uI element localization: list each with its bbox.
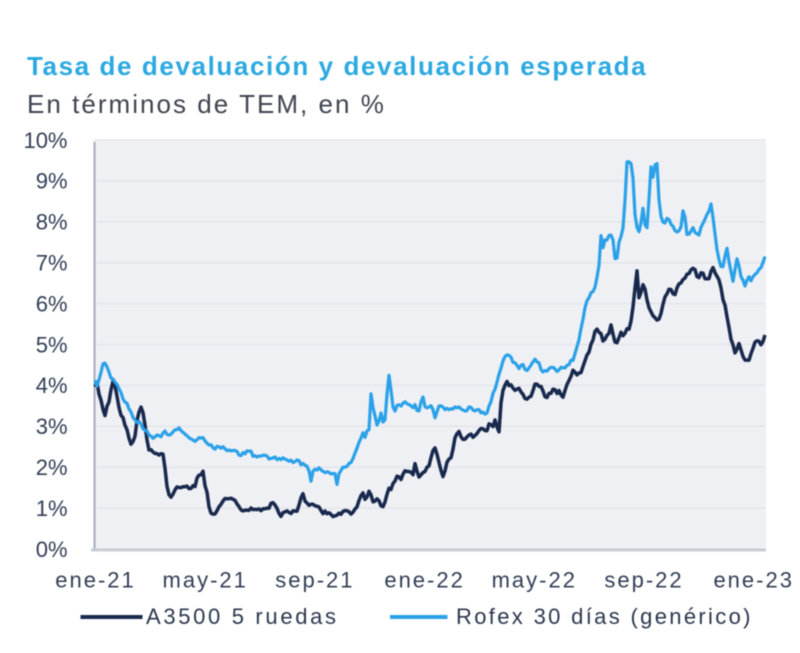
svg-text:ene-23: ene-23 (713, 568, 794, 593)
svg-text:6%: 6% (36, 291, 68, 316)
svg-text:9%: 9% (36, 169, 68, 194)
svg-text:0%: 0% (36, 537, 68, 562)
svg-text:5%: 5% (36, 332, 68, 357)
svg-text:8%: 8% (36, 210, 68, 235)
svg-text:may-22: may-22 (492, 568, 577, 593)
svg-text:3%: 3% (36, 414, 68, 439)
svg-text:2%: 2% (36, 455, 68, 480)
svg-text:10%: 10% (23, 128, 67, 153)
svg-text:4%: 4% (36, 373, 68, 398)
svg-text:ene-22: ene-22 (384, 568, 465, 593)
svg-text:ene-21: ene-21 (55, 568, 136, 593)
svg-text:Rofex 30 días (genérico): Rofex 30 días (genérico) (456, 604, 753, 629)
svg-text:may-21: may-21 (163, 568, 248, 593)
svg-text:sep-22: sep-22 (604, 568, 683, 593)
svg-text:A3500 5 ruedas: A3500 5 ruedas (146, 604, 339, 629)
svg-text:7%: 7% (36, 251, 68, 276)
svg-text:sep-21: sep-21 (275, 568, 354, 593)
svg-text:1%: 1% (36, 496, 68, 521)
